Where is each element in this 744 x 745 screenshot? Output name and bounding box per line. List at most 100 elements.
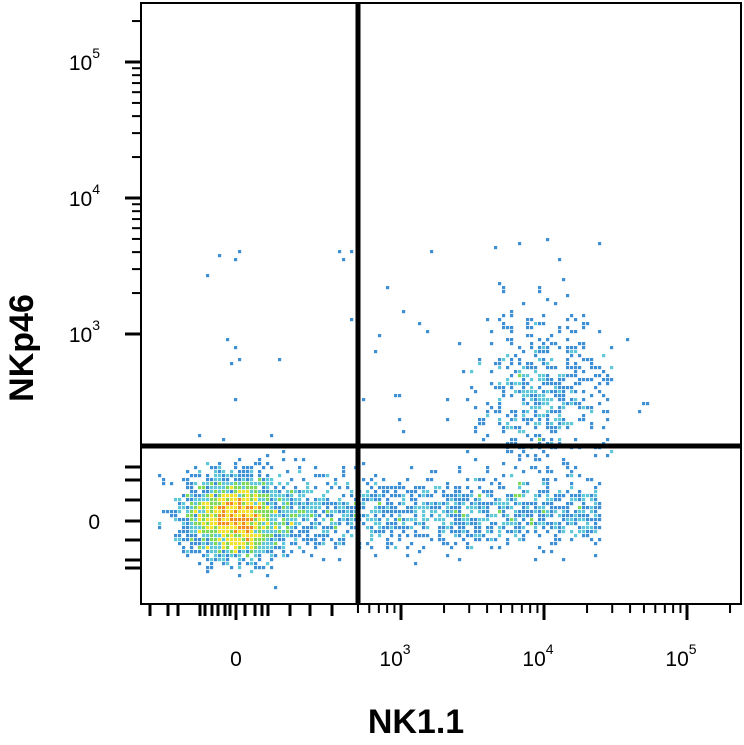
event-pixel	[458, 466, 462, 470]
event-pixel	[254, 526, 258, 530]
event-pixel	[458, 494, 462, 498]
event-pixel	[190, 510, 194, 514]
event-pixel	[266, 506, 270, 510]
event-pixel	[242, 558, 246, 562]
event-pixel	[526, 422, 530, 426]
event-pixel	[194, 526, 198, 530]
event-pixel	[306, 526, 310, 530]
event-pixel	[306, 534, 310, 538]
event-pixel	[298, 498, 302, 502]
event-pixel	[550, 398, 554, 402]
event-pixel	[318, 502, 322, 506]
event-pixel	[246, 490, 250, 494]
event-pixel	[526, 394, 530, 398]
event-pixel	[538, 422, 542, 426]
event-pixel	[442, 490, 446, 494]
event-pixel	[202, 538, 206, 542]
event-pixel	[510, 314, 514, 318]
event-pixel	[498, 530, 502, 534]
event-pixel	[574, 366, 578, 370]
event-pixel	[602, 370, 606, 374]
event-pixel	[194, 466, 198, 470]
event-pixel	[546, 238, 550, 242]
event-pixel	[490, 530, 494, 534]
event-pixel	[402, 502, 406, 506]
event-pixel	[242, 542, 246, 546]
event-pixel	[386, 526, 390, 530]
event-pixel	[534, 422, 538, 426]
event-pixel	[394, 486, 398, 490]
event-pixel	[386, 506, 390, 510]
event-pixel	[298, 494, 302, 498]
event-pixel	[254, 482, 258, 486]
event-pixel	[230, 470, 234, 474]
event-pixel	[478, 494, 482, 498]
event-pixel	[442, 502, 446, 506]
event-pixel	[410, 498, 414, 502]
event-pixel	[510, 522, 514, 526]
event-pixel	[534, 510, 538, 514]
event-pixel	[314, 526, 318, 530]
event-pixel	[310, 506, 314, 510]
event-pixel	[458, 498, 462, 502]
event-pixel	[586, 358, 590, 362]
event-pixel	[586, 406, 590, 410]
event-pixel	[222, 530, 226, 534]
event-pixel	[306, 530, 310, 534]
event-pixel	[554, 390, 558, 394]
event-pixel	[314, 546, 318, 550]
event-pixel	[390, 506, 394, 510]
event-pixel	[522, 350, 526, 354]
event-pixel	[538, 518, 542, 522]
event-pixel	[294, 490, 298, 494]
event-pixel	[546, 530, 550, 534]
event-pixel	[186, 554, 190, 558]
event-pixel	[230, 554, 234, 558]
event-pixel	[278, 494, 282, 498]
event-pixel	[370, 494, 374, 498]
event-pixel	[446, 498, 450, 502]
event-pixel	[530, 378, 534, 382]
event-pixel	[510, 418, 514, 422]
event-pixel	[538, 398, 542, 402]
event-pixel	[338, 498, 342, 502]
event-pixel	[366, 498, 370, 502]
event-pixel	[218, 530, 222, 534]
event-pixel	[314, 538, 318, 542]
event-pixel	[202, 490, 206, 494]
event-pixel	[454, 490, 458, 494]
event-pixel	[386, 510, 390, 514]
event-pixel	[294, 538, 298, 542]
event-pixel	[294, 502, 298, 506]
event-pixel	[230, 362, 234, 366]
event-pixel	[182, 506, 186, 510]
event-pixel	[262, 506, 266, 510]
event-pixel	[590, 362, 594, 366]
event-pixel	[582, 510, 586, 514]
event-pixel	[526, 490, 530, 494]
event-pixel	[210, 526, 214, 530]
event-pixel	[562, 514, 566, 518]
event-pixel	[274, 522, 278, 526]
event-pixel	[210, 566, 214, 570]
event-pixel	[230, 482, 234, 486]
event-pixel	[202, 510, 206, 514]
event-pixel	[566, 510, 570, 514]
event-pixel	[474, 522, 478, 526]
event-pixel	[530, 334, 534, 338]
event-pixel	[390, 502, 394, 506]
event-pixel	[282, 502, 286, 506]
event-pixel	[190, 522, 194, 526]
event-pixel	[478, 506, 482, 510]
event-pixel	[222, 494, 226, 498]
event-pixel	[250, 502, 254, 506]
event-pixel	[230, 514, 234, 518]
event-pixel	[314, 474, 318, 478]
event-pixel	[646, 402, 650, 406]
event-pixel	[290, 550, 294, 554]
event-pixel	[526, 410, 530, 414]
event-pixel	[558, 330, 562, 334]
event-pixel	[474, 530, 478, 534]
event-pixel	[466, 546, 470, 550]
event-pixel	[378, 510, 382, 514]
